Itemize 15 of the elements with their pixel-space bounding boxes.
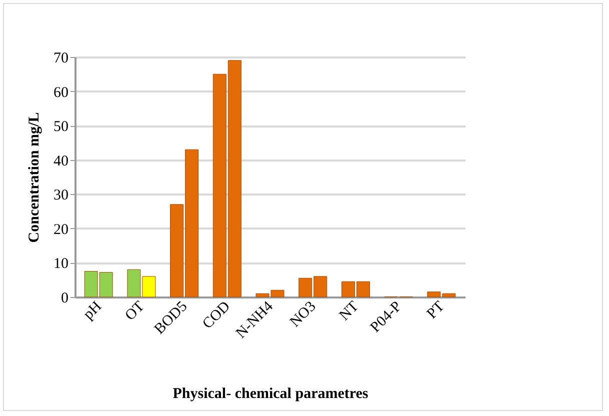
- x-tick-label: COD: [200, 298, 234, 332]
- y-tick-label: 50: [54, 119, 68, 136]
- y-tick-label: 30: [54, 188, 68, 204]
- y-tick-label: 10: [54, 256, 68, 272]
- y-tick-label: 40: [54, 153, 68, 170]
- x-tick-label: pH: [80, 298, 106, 323]
- x-axis-title: Physical- chemical parametres: [172, 386, 368, 402]
- y-tick-label: 70: [54, 50, 68, 66]
- y-tick-label: 60: [54, 84, 68, 101]
- x-tick-label: PT: [424, 298, 448, 322]
- y-tick-label: 20: [54, 222, 68, 238]
- x-tick-label: OT: [122, 298, 148, 324]
- y-axis-title: Concentration mg/L: [26, 112, 42, 243]
- y-tick-label: 0: [61, 290, 68, 306]
- x-tick-label: NT: [336, 298, 362, 324]
